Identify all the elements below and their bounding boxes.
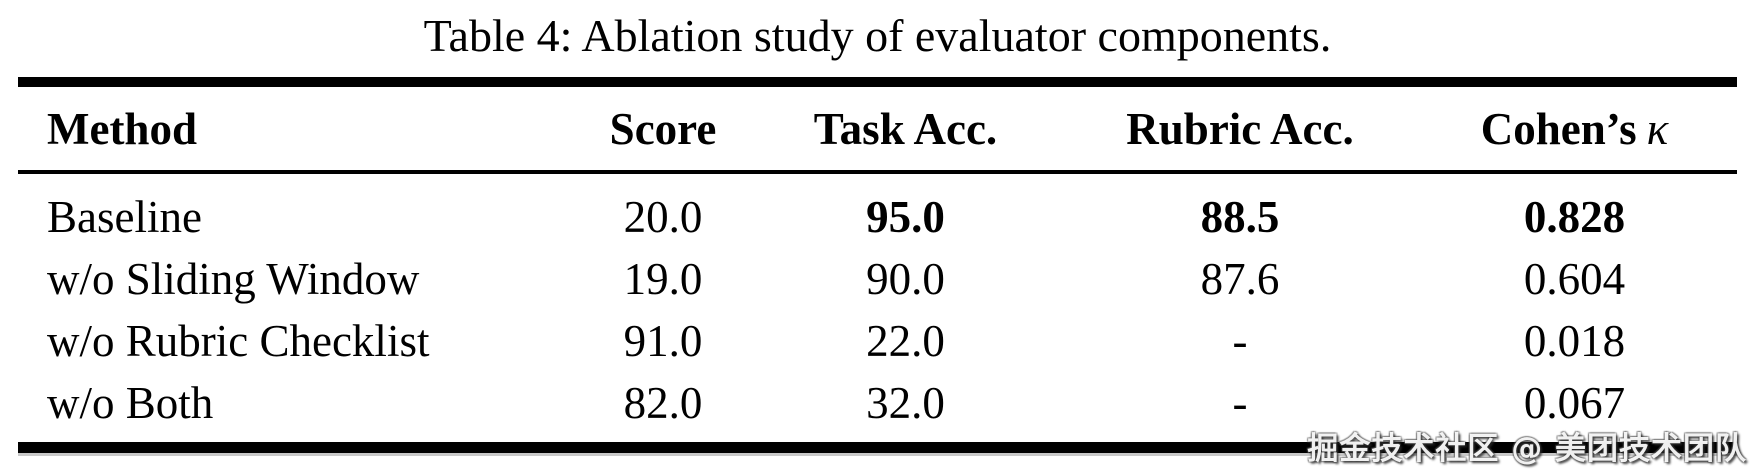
table-row: w/o Both 82.0 32.0 - 0.067: [18, 372, 1737, 448]
cell-method: w/o Rubric Checklist: [47, 316, 430, 366]
cell-task-acc: 22.0: [866, 316, 945, 366]
col-header-task-acc: Task Acc.: [813, 103, 998, 154]
cell-rubric-acc: 88.5: [1200, 192, 1280, 242]
col-header-cohens-kappa: Cohen’s κ: [1462, 82, 1737, 172]
cell-rubric-acc: -: [1232, 316, 1248, 366]
col-header-method: Method: [47, 103, 197, 154]
col-header-score: Score: [609, 103, 717, 154]
cell-cohens-kappa: 0.067: [1523, 378, 1626, 428]
col-header-rubric-acc: Rubric Acc.: [1126, 103, 1354, 154]
table-caption: Table 4: Ablation study of evaluator com…: [423, 10, 1332, 61]
cell-task-acc: 95.0: [866, 192, 945, 242]
cell-score: 19.0: [623, 254, 703, 304]
table-header-row: Method Score Task Acc. Rubric Acc. Cohen…: [18, 82, 1737, 172]
ablation-table: Method Score Task Acc. Rubric Acc. Cohen…: [18, 77, 1737, 453]
cell-cohens-kappa: 0.018: [1523, 316, 1626, 366]
kappa-symbol: κ: [1646, 103, 1669, 154]
cell-rubric-acc: -: [1232, 378, 1248, 428]
cell-rubric-acc: 87.6: [1200, 254, 1280, 304]
table-row: w/o Rubric Checklist 91.0 22.0 - 0.018: [18, 310, 1737, 372]
cell-score: 82.0: [623, 378, 703, 428]
watermark: 掘金技术社区 @ 美团技术团队: [1307, 431, 1747, 467]
cell-score: 20.0: [623, 192, 703, 242]
table-row: Baseline 20.0 95.0 88.5 0.828: [18, 172, 1737, 248]
cell-cohens-kappa: 0.604: [1523, 254, 1626, 304]
cohens-label: Cohen’s: [1480, 103, 1637, 154]
cell-task-acc: 90.0: [866, 254, 945, 304]
cell-score: 91.0: [623, 316, 703, 366]
cell-method: w/o Both: [47, 378, 214, 428]
cell-cohens-kappa: 0.828: [1523, 192, 1626, 242]
cell-task-acc: 32.0: [866, 378, 945, 428]
table-row: w/o Sliding Window 19.0 90.0 87.6 0.604: [18, 248, 1737, 310]
cell-method: Baseline: [47, 192, 202, 242]
cell-method: w/o Sliding Window: [47, 254, 420, 304]
